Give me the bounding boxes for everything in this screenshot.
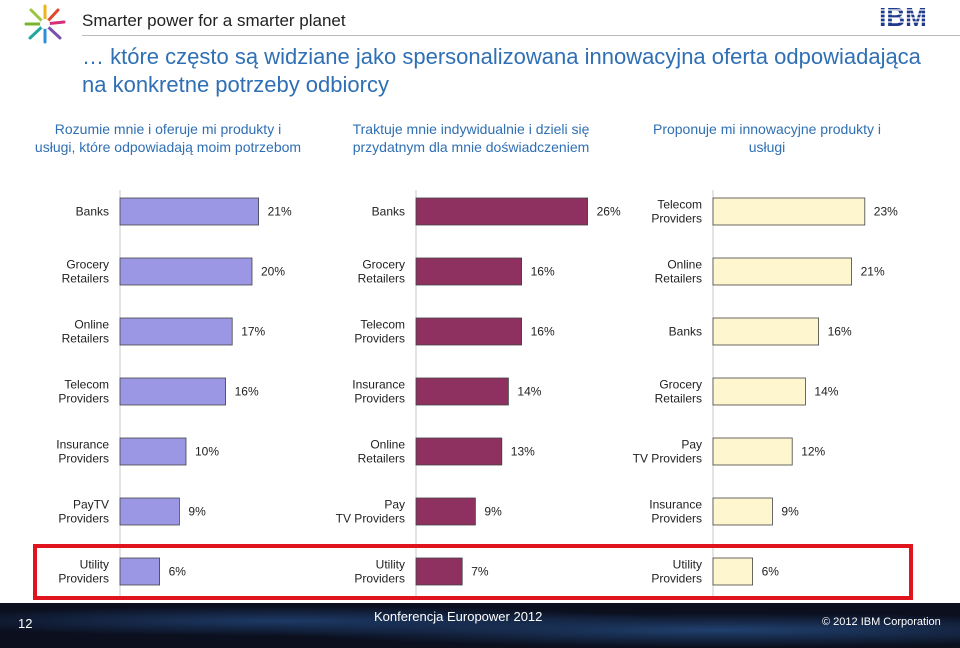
category-label: Banks <box>372 205 405 219</box>
bar <box>119 437 187 466</box>
data-label: 12% <box>801 445 825 459</box>
bar <box>712 197 866 226</box>
category-label: Telecom Providers <box>651 198 702 226</box>
bar <box>415 437 503 466</box>
category-label: Insurance Providers <box>56 438 109 466</box>
category-label: Online Retailers <box>62 318 110 346</box>
data-label: 17% <box>241 325 265 339</box>
bar <box>119 197 260 226</box>
bar <box>119 557 160 586</box>
bar <box>712 497 773 526</box>
bar <box>712 437 793 466</box>
category-label: Utility Providers <box>58 558 109 586</box>
category-label: Online Retailers <box>655 258 703 286</box>
event-name: Konferencja Europower 2012 <box>374 609 543 624</box>
bar <box>415 557 463 586</box>
column-heading-2: Traktuje mnie indywidualnie i dzieli się… <box>352 121 590 155</box>
category-label: Grocery Retailers <box>655 378 702 406</box>
bar <box>712 257 853 286</box>
data-label: 21% <box>268 205 292 219</box>
page-number: 12 <box>18 616 33 631</box>
data-label: 9% <box>484 505 502 519</box>
bar <box>415 497 476 526</box>
data-label: 16% <box>828 325 852 339</box>
column-heading-3: Proponuje mi innowacyjne produkty i usłu… <box>652 121 881 155</box>
slide-title: … które często są widziane jako spersona… <box>82 44 921 97</box>
category-label: Pay TV Providers <box>336 498 405 526</box>
data-label: 16% <box>531 325 555 339</box>
bar <box>119 377 226 406</box>
bar <box>415 377 509 406</box>
bar <box>119 257 253 286</box>
data-label: 14% <box>517 385 541 399</box>
header: Smarter power for a smarter planet IBM <box>0 0 960 44</box>
data-label: 21% <box>861 265 885 279</box>
data-label: 16% <box>531 265 555 279</box>
category-label: Insurance Providers <box>352 378 405 406</box>
bar <box>119 497 180 526</box>
utility-highlight-frame <box>33 544 913 600</box>
category-label: Banks <box>76 205 109 219</box>
category-label: Utility Providers <box>354 558 405 586</box>
data-label: 6% <box>169 565 187 579</box>
data-label: 10% <box>195 445 219 459</box>
data-label: 13% <box>511 445 535 459</box>
data-label: 9% <box>781 505 799 519</box>
data-label: 7% <box>471 565 489 579</box>
category-label: Grocery Retailers <box>358 258 405 286</box>
header-rule <box>82 35 960 36</box>
category-label: Insurance Providers <box>649 498 702 526</box>
copyright: © 2012 IBM Corporation <box>822 616 941 628</box>
data-label: 16% <box>235 385 259 399</box>
category-label: Pay TV Providers <box>633 438 702 466</box>
tagline: Smarter power for a smarter planet <box>82 11 346 30</box>
category-label: Telecom Providers <box>58 378 109 406</box>
bar <box>712 377 806 406</box>
category-label: PayTV Providers <box>58 498 109 526</box>
bar-charts: Banks 21% Grocery Retailers 20% Online Retaile… <box>56 190 898 600</box>
data-label: 14% <box>814 385 838 399</box>
bar <box>415 197 589 226</box>
bar <box>712 557 753 586</box>
data-label: 26% <box>597 205 621 219</box>
data-label: 6% <box>762 565 780 579</box>
category-label: Banks <box>669 325 702 339</box>
svg-text:IBM: IBM <box>879 4 927 30</box>
bar <box>415 257 522 286</box>
bar <box>415 317 522 346</box>
data-label: 9% <box>188 505 206 519</box>
bar <box>712 317 819 346</box>
column-heading-1: Rozumie mnie i oferuje mi produkty i usł… <box>34 121 302 155</box>
footer: 12 Konferencja Europower 2012 © 2012 IBM… <box>0 603 960 648</box>
smarter-planet-logo-icon <box>24 4 66 44</box>
category-label: Grocery Retailers <box>62 258 109 286</box>
bar <box>119 317 233 346</box>
category-label: Telecom Providers <box>354 318 405 346</box>
data-label: 20% <box>261 265 285 279</box>
category-label: Online Retailers <box>358 438 406 466</box>
category-label: Utility Providers <box>651 558 702 586</box>
data-label: 23% <box>874 205 898 219</box>
ibm-logo-icon: IBM <box>872 4 934 30</box>
